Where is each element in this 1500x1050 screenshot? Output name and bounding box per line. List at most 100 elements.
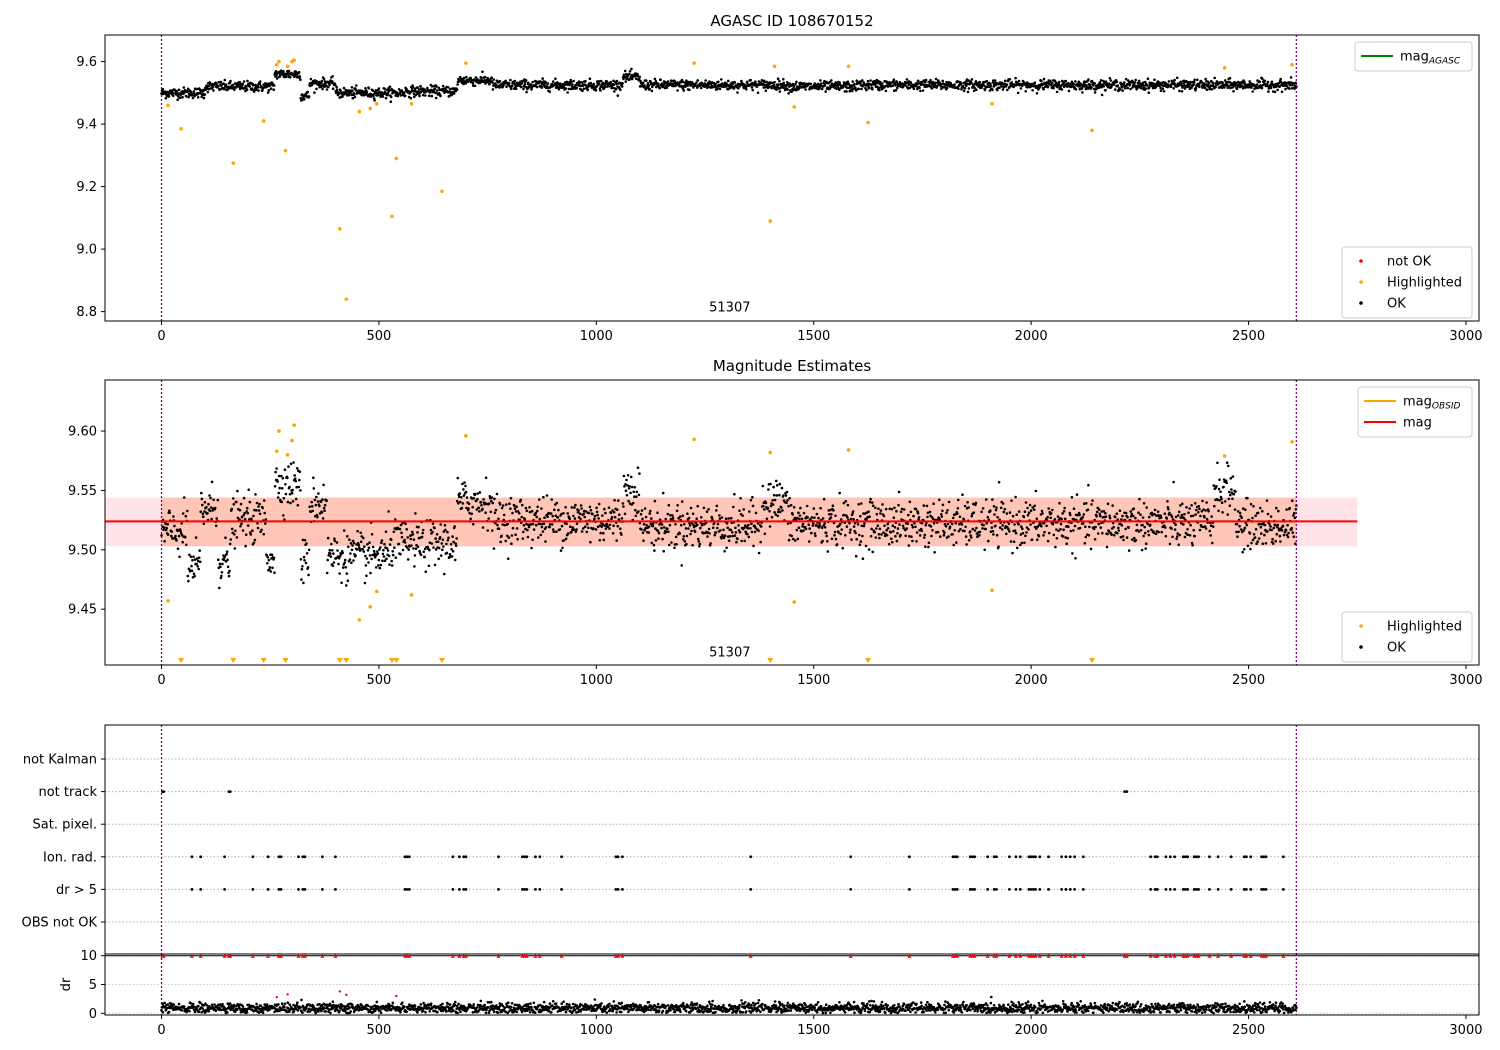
ok-point	[605, 80, 609, 83]
ok-point	[1234, 490, 1237, 493]
ok-point	[642, 539, 645, 542]
ok-point	[965, 84, 968, 87]
ok-point	[1033, 81, 1037, 84]
ok-point	[418, 94, 421, 98]
ok-point	[200, 497, 204, 501]
ok-point	[275, 467, 278, 470]
ok-point	[1033, 504, 1036, 508]
ok-point	[639, 513, 643, 516]
ok-point	[715, 87, 719, 91]
ok-point	[299, 558, 303, 561]
ok-point	[538, 517, 542, 521]
ok-point	[594, 528, 598, 531]
ok-point	[267, 558, 271, 562]
ok-point	[448, 94, 451, 98]
ok-point	[999, 506, 1003, 510]
ok-point	[879, 80, 882, 84]
ok-point	[857, 87, 861, 91]
ok-point	[1066, 82, 1070, 85]
ok-point	[368, 541, 371, 544]
highlighted-point	[166, 103, 170, 108]
legend-dot-marker	[1359, 301, 1363, 305]
ok-point	[1055, 537, 1059, 540]
ok-point	[235, 500, 238, 504]
ok-point	[937, 79, 940, 82]
ok-point	[549, 512, 553, 515]
ok-point	[629, 491, 632, 495]
ok-point	[340, 581, 343, 585]
ok-point	[824, 90, 827, 93]
ok-point	[1164, 534, 1168, 538]
ok-point	[893, 506, 896, 510]
ok-point	[400, 531, 403, 535]
ok-point	[1123, 87, 1127, 90]
ok-point	[410, 544, 413, 547]
ok-point	[597, 517, 600, 520]
y-tick-label: 9.0	[76, 243, 97, 258]
ok-point	[544, 540, 547, 543]
ok-point	[1063, 506, 1066, 510]
ok-point	[799, 506, 802, 510]
ok-point	[654, 79, 658, 83]
ok-point	[250, 87, 254, 90]
ok-point	[688, 88, 691, 92]
ok-point	[382, 555, 386, 558]
ok-point	[941, 509, 944, 513]
ok-point	[1067, 525, 1070, 528]
ok-point	[648, 87, 651, 91]
ok-point	[982, 84, 986, 87]
ok-point	[1220, 86, 1224, 90]
ok-point	[1147, 86, 1151, 90]
ok-point	[636, 466, 640, 470]
ok-point	[390, 564, 394, 567]
ok-point	[882, 514, 886, 518]
y-tick-label: 9.50	[68, 543, 97, 558]
ok-point	[739, 497, 742, 500]
ok-point	[332, 552, 335, 555]
ok-point	[510, 534, 514, 537]
ok-point	[327, 85, 330, 89]
legend-dot-marker	[1359, 259, 1363, 263]
ok-point	[1099, 514, 1102, 518]
ok-point	[687, 516, 691, 520]
ok-point	[678, 532, 681, 535]
ok-point	[540, 86, 544, 89]
ok-point	[1231, 497, 1234, 501]
ok-point	[383, 87, 387, 91]
x-tick-label: 2500	[1232, 329, 1265, 344]
ok-point	[1172, 480, 1175, 484]
ok-point	[898, 81, 902, 84]
ok-point	[698, 545, 701, 548]
ok-point	[626, 474, 630, 477]
ok-point	[355, 84, 358, 87]
ok-point	[909, 81, 913, 84]
ok-point	[289, 76, 292, 79]
ok-point	[1266, 80, 1270, 84]
ok-point	[329, 552, 332, 555]
ok-point	[212, 498, 215, 502]
ok-point	[906, 522, 910, 525]
ok-point	[381, 552, 385, 556]
ok-point	[1035, 92, 1039, 95]
ok-point	[753, 530, 757, 534]
ok-point	[535, 509, 539, 513]
ok-point	[901, 524, 905, 528]
ok-point	[691, 543, 694, 547]
ok-point	[227, 574, 231, 578]
flag-point	[190, 855, 194, 859]
ok-point	[1037, 534, 1041, 538]
ok-point	[177, 534, 181, 538]
ok-point	[381, 559, 384, 563]
ok-point	[435, 85, 438, 88]
ok-point	[852, 525, 856, 528]
ok-point	[1139, 513, 1142, 516]
ok-point	[162, 526, 166, 529]
ok-point	[842, 501, 846, 505]
ok-point	[388, 543, 392, 546]
ok-point	[303, 538, 307, 542]
y-tick-label: 9.45	[68, 603, 97, 618]
ok-point	[1147, 91, 1151, 94]
ok-point	[566, 91, 569, 94]
ok-point	[317, 80, 321, 84]
ok-point	[386, 549, 390, 552]
